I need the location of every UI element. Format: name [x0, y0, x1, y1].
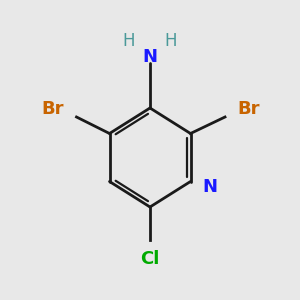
- Text: N: N: [142, 48, 158, 66]
- Text: Br: Br: [238, 100, 260, 118]
- Text: H: H: [165, 32, 177, 50]
- Text: Cl: Cl: [140, 250, 160, 268]
- Text: N: N: [202, 178, 217, 196]
- Text: Br: Br: [41, 100, 64, 118]
- Text: H: H: [123, 32, 135, 50]
